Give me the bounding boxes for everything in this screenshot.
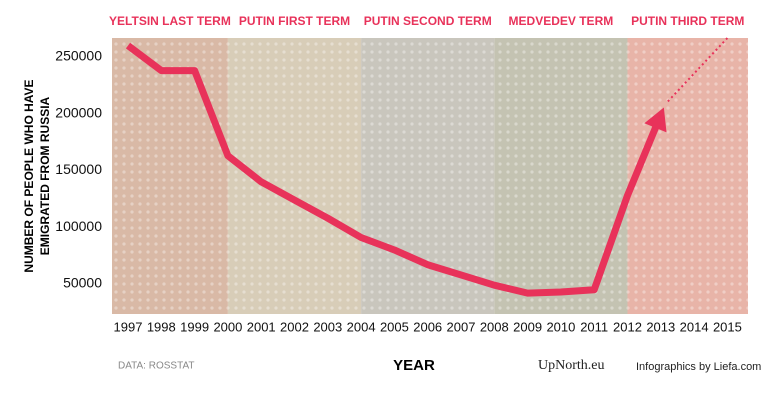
y-tick-label: 100000 [55, 218, 102, 234]
x-tick-label: 2013 [646, 319, 675, 334]
x-tick-label: 2003 [313, 319, 342, 334]
x-tick-label: 2015 [713, 319, 742, 334]
y-axis-label: NUMBER OF PEOPLE WHO HAVE [22, 79, 36, 272]
x-tick-label: 2001 [247, 319, 276, 334]
y-tick-label: 250000 [55, 48, 102, 64]
x-tick-label: 2004 [347, 319, 376, 334]
y-tick-label: 150000 [55, 161, 102, 177]
x-tick-label: 2000 [213, 319, 242, 334]
term-label: MEDVEDEV TERM [509, 14, 614, 28]
x-tick-label: 2002 [280, 319, 309, 334]
y-tick-label: 200000 [55, 104, 102, 120]
term-label: PUTIN THIRD TERM [631, 14, 744, 28]
x-tick-label: 2008 [480, 319, 509, 334]
x-tick-label: 2005 [380, 319, 409, 334]
x-axis-label: YEAR [393, 357, 435, 374]
term-label: YELTSIN LAST TERM [109, 14, 231, 28]
y-tick-label: 50000 [63, 275, 102, 291]
x-tick-label: 2007 [447, 319, 476, 334]
texture [112, 38, 748, 314]
arrow-head [644, 107, 667, 133]
x-tick-label: 1998 [147, 319, 176, 334]
x-tick-label: 2006 [413, 319, 442, 334]
x-tick-label: 1997 [114, 319, 143, 334]
x-tick-label: 2012 [613, 319, 642, 334]
line [125, 42, 665, 297]
brand: UpNorth.eu [538, 358, 605, 373]
credit: Infographics by Liefa.com [636, 361, 761, 373]
term-label: PUTIN SECOND TERM [364, 14, 492, 28]
source: DATA: ROSSTAT [118, 361, 194, 372]
x-tick-label: 1999 [180, 319, 209, 334]
x-tick-label: 2014 [680, 319, 709, 334]
x-tick-label: 2010 [546, 319, 575, 334]
term-label: PUTIN FIRST TERM [239, 14, 350, 28]
x-tick-label: 2011 [580, 319, 608, 334]
y-axis-label: EMIGRATED FROM RUSSIA [38, 96, 52, 255]
x-tick-label: 2009 [513, 319, 542, 334]
